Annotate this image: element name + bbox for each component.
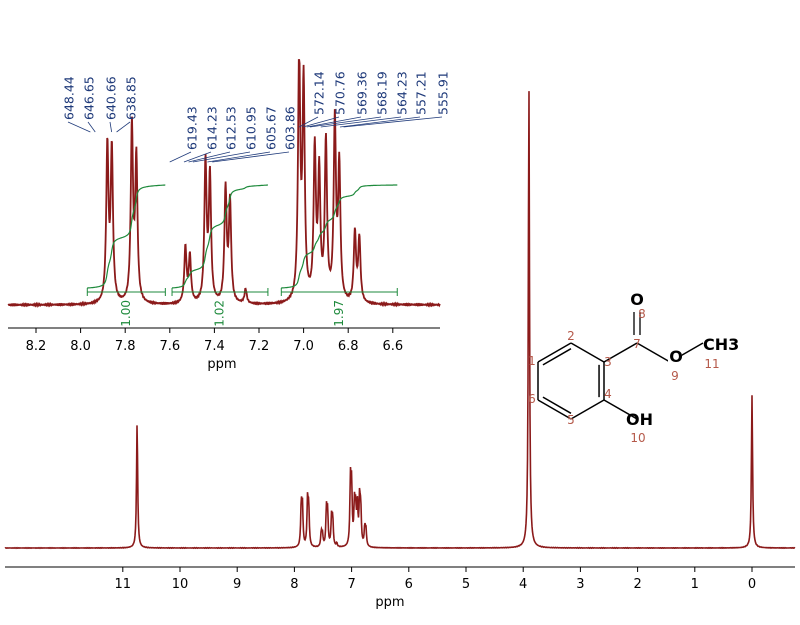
peak-label: 646.65 (82, 76, 97, 120)
peak-label: 640.66 (104, 76, 119, 120)
main-x-label: ppm (375, 595, 404, 610)
peak-label: 610.95 (244, 106, 259, 150)
peak-label: 555.91 (436, 71, 451, 115)
atom-number: 8 (638, 307, 646, 321)
atom-number: 9 (671, 369, 679, 383)
atom-number: 3 (604, 355, 612, 369)
integral-curve (281, 184, 398, 289)
atom-number: 10 (630, 431, 645, 445)
peak-label: 603.86 (283, 106, 298, 150)
integral-curve (87, 184, 166, 289)
inset-x-label: ppm (207, 357, 236, 372)
main-tick-label: 5 (462, 577, 470, 592)
inset-tick-label: 8.0 (70, 339, 91, 354)
peak-label-leader (320, 116, 402, 128)
atom-hydroxyl: OH (626, 410, 653, 429)
peak-label-leader (306, 116, 362, 128)
inset-tick-label: 6.6 (382, 339, 403, 354)
main-tick-label: 10 (172, 577, 189, 592)
peak-label-leader (343, 116, 443, 128)
peak-label-leader (67, 121, 91, 133)
inset-tick-label: 7.4 (204, 339, 225, 354)
main-tick-label: 7 (347, 577, 355, 592)
atom-number: 7 (633, 337, 641, 351)
bond (603, 399, 638, 420)
integral-value: 1.02 (212, 300, 226, 327)
inset-tick-label: 7.8 (115, 339, 136, 354)
double-bond (542, 348, 572, 366)
peak-label: 614.23 (205, 106, 220, 150)
main-tick-label: 3 (576, 577, 584, 592)
peak-label-leader (309, 116, 382, 128)
main-spectrum-line (4, 91, 796, 550)
bond (537, 342, 572, 363)
peak-label-leader (339, 116, 421, 128)
main-tick-label: 8 (290, 577, 298, 592)
peak-label-leader (192, 151, 251, 163)
peak-label-leader (207, 151, 271, 163)
bond (537, 399, 572, 420)
atom-number: 4 (604, 387, 612, 401)
peak-label-leader (298, 116, 319, 128)
bond (570, 399, 605, 420)
peak-label-leader (169, 151, 192, 163)
main-tick-label: 9 (233, 577, 241, 592)
peak-label: 569.36 (355, 71, 370, 115)
atom-number: 2 (567, 329, 575, 343)
inset-tick-label: 6.8 (338, 339, 359, 354)
atom-number: 6 (528, 392, 536, 406)
peak-label: 648.44 (62, 76, 77, 120)
atom-o-ester: O (669, 347, 683, 366)
peak-label-leader (188, 151, 231, 163)
peak-label: 572.14 (312, 71, 327, 115)
integral-value: 1.00 (119, 300, 133, 327)
main-tick-label: 6 (405, 577, 413, 592)
peak-label-leader (212, 151, 290, 163)
main-tick-label: 11 (115, 577, 132, 592)
peak-label-leader (183, 151, 212, 163)
peak-label-leader (87, 121, 96, 133)
atom-number: 5 (567, 413, 575, 427)
double-bond (542, 396, 572, 414)
peak-label: 612.53 (224, 106, 239, 150)
inset-tick-label: 7.2 (249, 339, 270, 354)
peak-label: 638.85 (124, 76, 139, 120)
peak-label-leader (109, 121, 113, 133)
inset-spectrum-line (7, 59, 441, 309)
peak-label: 619.43 (185, 106, 200, 150)
atom-o-carbonyl: O (630, 290, 644, 309)
main-tick-label: 4 (519, 577, 527, 592)
main-tick-label: 2 (633, 577, 641, 592)
peak-label: 570.76 (333, 71, 348, 115)
inset-tick-label: 7.0 (293, 339, 314, 354)
molecule-structure: O O CH3 OH 1 2 3 4 5 6 7 8 9 10 11 (528, 290, 739, 445)
atom-number: 1 (528, 354, 536, 368)
peak-label: 564.23 (395, 71, 410, 115)
inset-tick-label: 7.6 (159, 339, 180, 354)
bond (636, 342, 671, 363)
peak-label: 557.21 (414, 71, 429, 115)
peak-label-leader (116, 121, 131, 133)
bond (570, 342, 605, 363)
atom-bg (668, 346, 682, 364)
main-tick-label: 0 (748, 577, 756, 592)
bond (603, 342, 638, 363)
integral-curve (171, 184, 268, 289)
atom-number: 11 (704, 357, 719, 371)
peak-label: 605.67 (264, 106, 279, 150)
inset-tick-label: 8.2 (26, 339, 47, 354)
peak-label: 568.19 (375, 71, 390, 115)
main-tick-label: 1 (691, 577, 699, 592)
peak-label-leader (302, 116, 340, 128)
atom-methyl: CH3 (703, 335, 739, 354)
integral-value: 1.97 (332, 300, 346, 327)
